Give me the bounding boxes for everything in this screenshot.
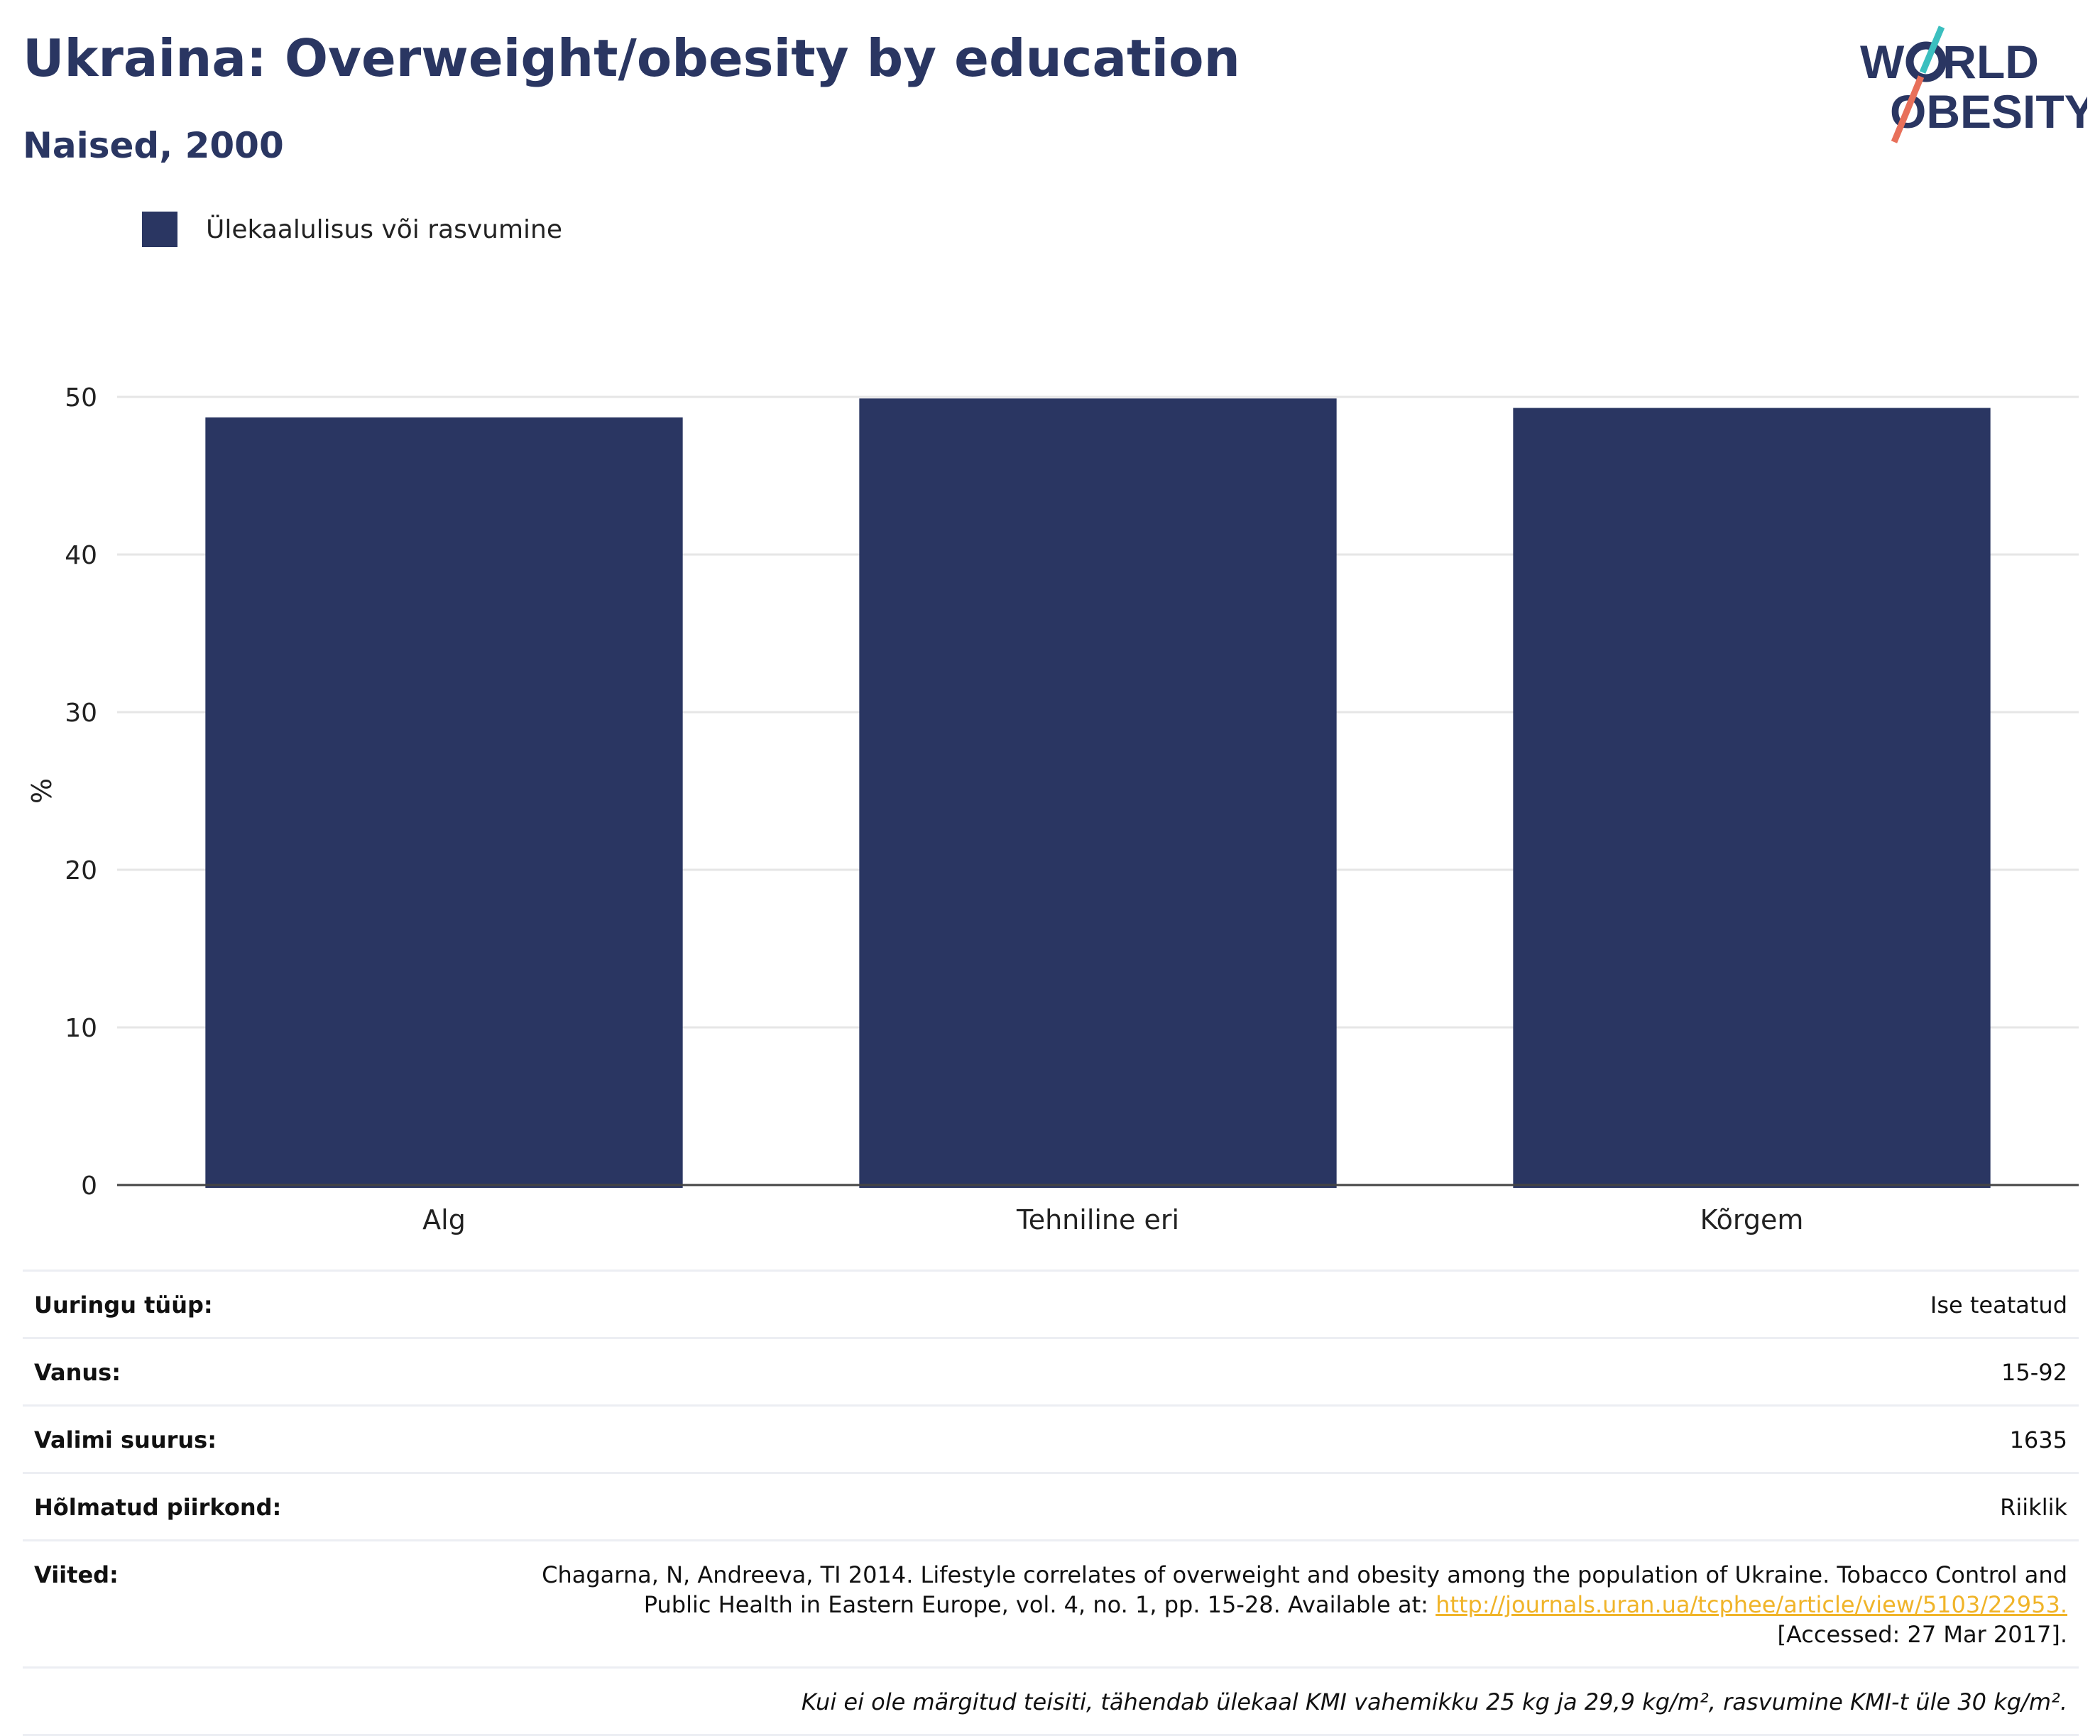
references-label: Viited: — [34, 1561, 119, 1588]
y-tick-label: 30 — [65, 699, 97, 728]
legend-swatch — [142, 212, 177, 247]
legend-label: Ülekaalulisus või rasvumine — [206, 214, 562, 244]
survey-type-value: Ise teatatud — [1930, 1292, 2067, 1319]
definition-note: Kui ei ole märgitud teisiti, tähendab ül… — [801, 1688, 2067, 1715]
x-tick-label: Kõrgem — [1700, 1204, 1804, 1235]
references-value: Chagarna, N, Andreeva, TI 2014. Lifestyl… — [520, 1560, 2067, 1649]
y-tick-label: 10 — [65, 1014, 97, 1043]
y-tick-label: 20 — [65, 856, 97, 885]
chart-title: Ukraina: Overweight/obesity by education — [23, 28, 1240, 88]
region-value: Riiklik — [2000, 1494, 2067, 1521]
y-tick-label: 40 — [65, 541, 97, 570]
meta-row-note: Kui ei ole märgitud teisiti, tähendab ül… — [23, 1666, 2079, 1736]
sample-size-value: 1635 — [2009, 1426, 2067, 1453]
sample-size-label: Valimi suurus: — [34, 1426, 217, 1453]
survey-type-label: Uuringu tüüp: — [34, 1292, 213, 1319]
bar-chart: 0 10 20 30 40 50% Alg Tehniline eri Kõrgem — [26, 383, 2079, 1235]
meta-row-age: Vanus: 15-92 — [23, 1337, 2079, 1404]
bar — [205, 417, 683, 1188]
x-tick-label: Alg — [422, 1204, 466, 1235]
logo-text-obesity: OBESITY — [1890, 85, 2087, 138]
reference-link[interactable]: http://journals.uran.ua/tcphee/article/v… — [1435, 1591, 2067, 1618]
meta-row-references: Viited: Chagarna, N, Andreeva, TI 2014. … — [23, 1539, 2079, 1666]
meta-row-sample-size: Valimi suurus: 1635 — [23, 1404, 2079, 1472]
logo-text-rld: RLD — [1942, 36, 2039, 88]
age-value: 15-92 — [2001, 1359, 2067, 1386]
references-text: Chagarna, N, Andreeva, TI 2014. Lifestyl… — [542, 1561, 2067, 1618]
meta-row-survey-type: Uuringu tüüp: Ise teatatud — [23, 1270, 2079, 1337]
bar — [859, 398, 1337, 1188]
world-obesity-logo: W RLD OBESITY — [1860, 26, 2087, 143]
y-tick-label: 0 — [81, 1172, 97, 1201]
y-axis-label: % — [26, 778, 58, 804]
region-label: Hõlmatud piirkond: — [34, 1494, 282, 1521]
chart-subtitle: Naised, 2000 — [23, 125, 284, 166]
bar — [1513, 408, 1991, 1188]
metadata-table: Uuringu tüüp: Ise teatatud Vanus: 15-92 … — [23, 1270, 2079, 1736]
age-label: Vanus: — [34, 1359, 121, 1386]
y-tick-label: 50 — [65, 383, 97, 413]
meta-row-region: Hõlmatud piirkond: Riiklik — [23, 1472, 2079, 1539]
legend: Ülekaalulisus või rasvumine — [142, 212, 562, 247]
references-accessed: [Accessed: 27 Mar 2017]. — [1777, 1621, 2067, 1648]
x-tick-label: Tehniline eri — [1016, 1204, 1179, 1235]
